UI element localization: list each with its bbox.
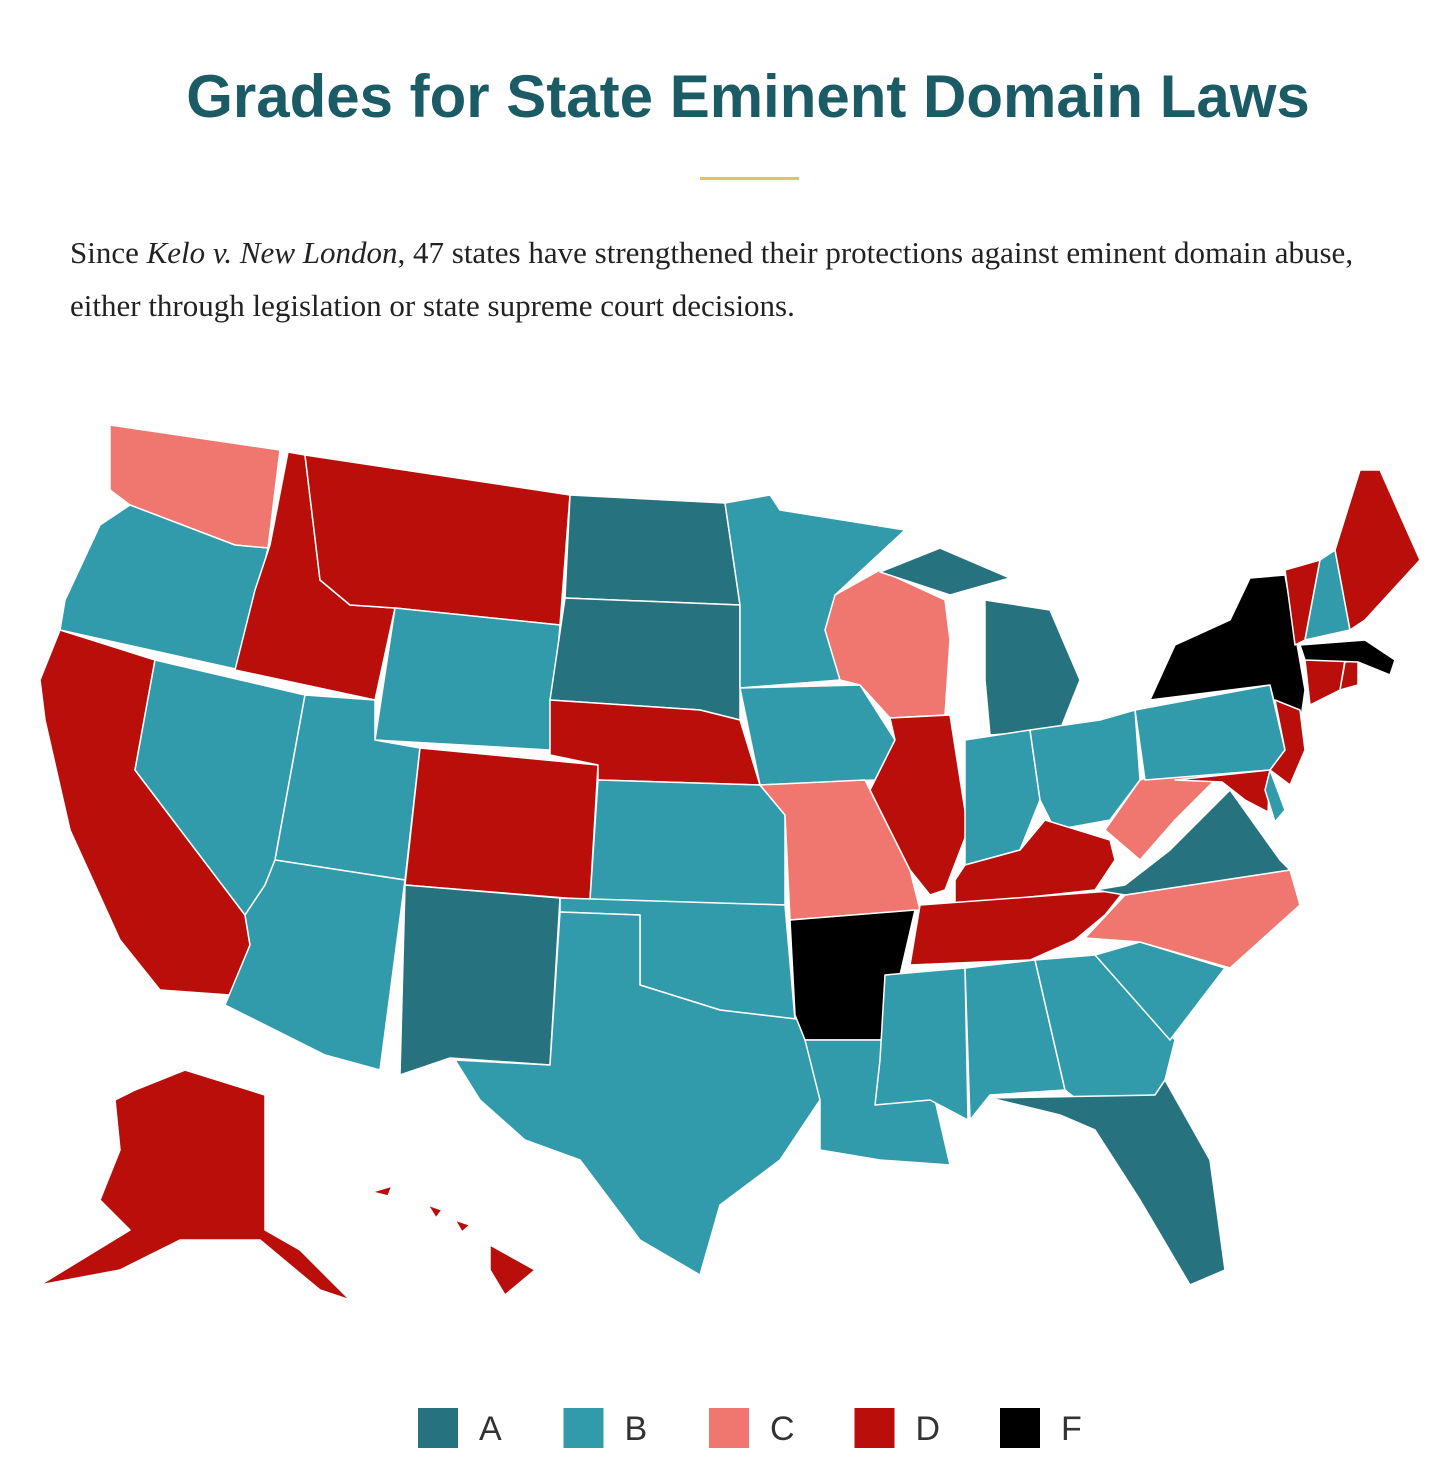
state — [1334, 469, 1421, 631]
legend-swatch — [563, 1408, 604, 1448]
title: Grades for State Eminent Domain Laws — [186, 63, 1310, 130]
state — [1094, 789, 1291, 896]
state — [869, 714, 969, 896]
subtitle-case: Kelo v. New London — [146, 235, 398, 270]
subtitle-text: Since — [70, 235, 147, 270]
legend-swatch — [418, 1408, 458, 1448]
divider — [700, 177, 799, 180]
state — [371, 1185, 536, 1296]
legend-label: C — [770, 1410, 795, 1448]
state — [964, 729, 1041, 866]
legend-swatch — [1000, 1408, 1040, 1448]
state — [224, 859, 406, 1071]
state — [1029, 709, 1141, 831]
state — [989, 1079, 1226, 1286]
state — [564, 494, 741, 606]
state — [59, 504, 269, 671]
state — [1299, 639, 1396, 676]
legend-swatch — [709, 1408, 749, 1448]
state — [964, 959, 1066, 1121]
state — [1304, 659, 1346, 706]
legend-label: A — [479, 1410, 502, 1448]
state — [374, 607, 561, 751]
state — [1094, 941, 1226, 1041]
state — [954, 819, 1116, 906]
legend-swatch — [854, 1408, 895, 1448]
state — [399, 884, 561, 1076]
state — [1174, 769, 1271, 813]
state — [1264, 769, 1286, 823]
state — [589, 779, 786, 906]
state — [404, 747, 599, 901]
legend-label: F — [1061, 1410, 1082, 1448]
state — [739, 684, 896, 786]
state — [454, 911, 821, 1276]
state — [909, 889, 1126, 966]
subtitle: Since Kelo v. New London, 47 states have… — [70, 226, 1360, 332]
legend-label: D — [916, 1410, 941, 1448]
state — [304, 454, 571, 626]
state — [39, 1069, 351, 1301]
legend-label: B — [625, 1410, 648, 1448]
subtitle-text: , 47 states have strengthened their prot… — [70, 235, 1354, 323]
state — [874, 967, 969, 1121]
state — [1269, 699, 1306, 786]
